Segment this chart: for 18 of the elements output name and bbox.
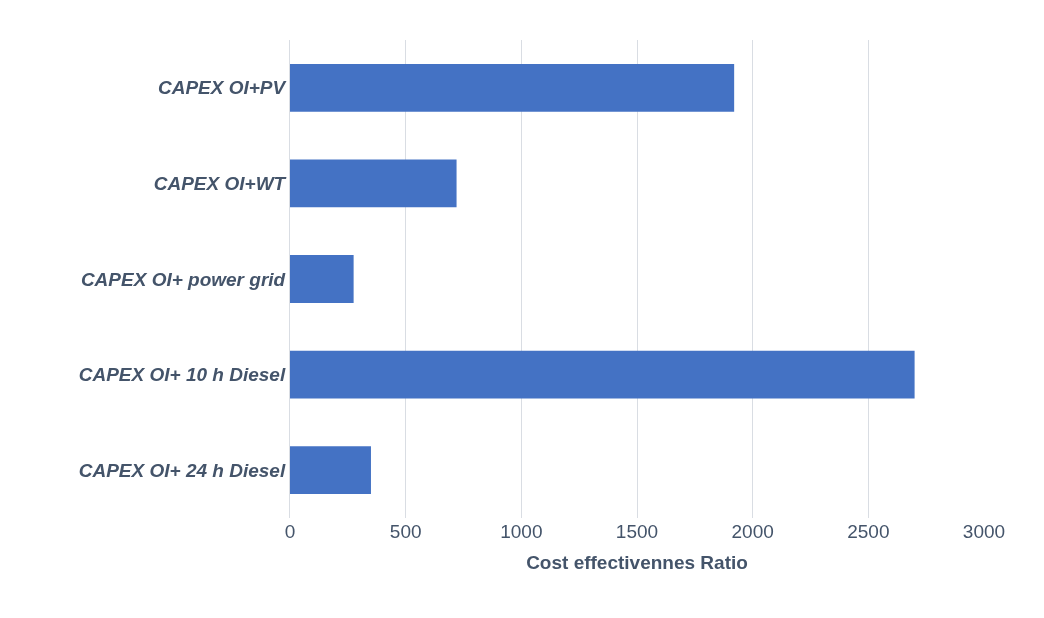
y-tick-label: CAPEX OI+PV [157, 77, 287, 99]
x-tick-label: 0 [284, 521, 296, 542]
y-tick-label: CAPEX OI+ 10 h Diesel [78, 364, 286, 386]
bar [290, 63, 735, 112]
x-tick-label: 1000 [500, 521, 543, 542]
y-tick-label: CAPEX OI+WT [153, 173, 287, 195]
x-tick-label: 2000 [731, 521, 774, 542]
x-axis-title: Cost effectivennes Ratio [526, 551, 748, 573]
y-tick-label: CAPEX OI+ 24 h Diesel [78, 459, 286, 481]
y-tick-label: CAPEX OI+ power grid [80, 268, 286, 290]
bar [290, 350, 915, 399]
x-tick-label: 3000 [962, 521, 1006, 542]
x-tick-label: 1500 [615, 521, 659, 542]
bar [290, 446, 371, 495]
bar [290, 255, 354, 303]
x-tick-label: 2500 [847, 521, 890, 542]
x-tick-label: 500 [389, 521, 422, 542]
bar [290, 159, 457, 208]
